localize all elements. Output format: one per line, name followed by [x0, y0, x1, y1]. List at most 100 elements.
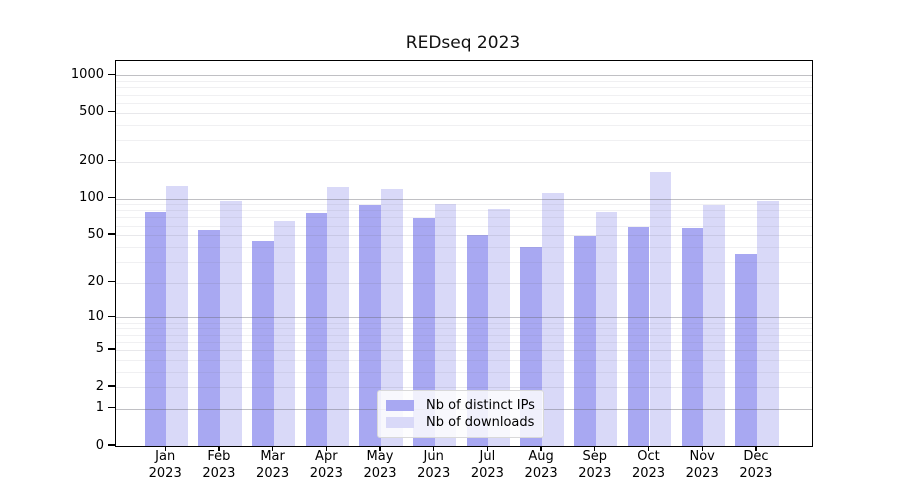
gridline-9 [116, 322, 812, 324]
x-tick-mark-jul [486, 446, 489, 451]
y-tick-mark-1 [108, 407, 115, 409]
gridline-40 [116, 246, 812, 248]
x-label-month: Feb [207, 449, 231, 464]
legend: Nb of distinct IPs Nb of downloads [377, 390, 544, 438]
bar-downloads-nov [703, 205, 725, 446]
gridline-500 [116, 112, 812, 114]
bar-downloads-apr [327, 186, 349, 446]
y-tick-mark-2 [108, 385, 115, 387]
x-label-year: 2023 [417, 465, 451, 481]
x-label-year: 2023 [578, 465, 612, 481]
x-tick-label-feb: Feb 2023 [187, 449, 251, 482]
x-tick-label-jul: Jul 2023 [455, 449, 519, 482]
gridline-5 [116, 349, 812, 351]
bar-downloads-jun [434, 203, 457, 446]
gridline-30 [116, 261, 812, 263]
x-label-year: 2023 [202, 465, 236, 481]
x-tick-label-mar: Mar 2023 [241, 449, 305, 482]
x-label-year: 2023 [309, 465, 343, 481]
y-tick-label-0: 0 [95, 437, 104, 453]
y-tick-label-20: 20 [87, 274, 104, 290]
bar-distinct-ips-oct [627, 227, 650, 446]
x-label-month: Jul [479, 449, 496, 464]
gridline-7 [116, 334, 812, 336]
y-tick-label-1: 1 [95, 400, 104, 416]
y-tick-label-50: 50 [87, 226, 104, 242]
bar-downloads-mar [273, 221, 296, 446]
x-tick-mark-feb [218, 446, 220, 451]
gridline-900 [116, 81, 812, 83]
gridline-8 [116, 328, 812, 330]
x-tick-mark-dec [755, 446, 757, 451]
x-tick-label-may: May 2023 [348, 449, 412, 482]
bar-downloads-jul [488, 209, 511, 446]
y-tick-label-10: 10 [87, 308, 104, 324]
x-label-year: 2023 [685, 465, 719, 481]
gridline-3 [116, 371, 812, 373]
x-tick-mark-sep [594, 446, 596, 451]
gridline-400 [116, 124, 812, 126]
gridline-2 [116, 387, 812, 389]
legend-row-downloads: Nb of downloads [386, 415, 543, 430]
x-label-month: Dec [743, 449, 769, 464]
x-label-year: 2023 [631, 465, 666, 481]
y-tick-mark-10 [108, 315, 115, 318]
x-tick-mark-jan [164, 446, 166, 451]
y-tick-label-200: 200 [79, 153, 104, 169]
x-tick-mark-aug [540, 446, 542, 451]
bar-distinct-ips-jan [144, 212, 167, 446]
y-tick-mark-0 [108, 444, 115, 446]
bar-downloads-aug [542, 193, 564, 446]
gridline-10 [116, 317, 812, 319]
x-tick-mark-jun [433, 446, 435, 451]
gridline-80 [116, 210, 812, 212]
x-tick-mark-may [379, 446, 381, 451]
y-tick-mark-1000 [108, 73, 115, 76]
y-tick-mark-20 [108, 281, 115, 283]
y-tick-label-2: 2 [95, 378, 104, 394]
gridline-70 [116, 217, 812, 219]
bar-downloads-may [381, 189, 403, 446]
y-tick-label-500: 500 [79, 104, 104, 120]
x-label-year: 2023 [256, 465, 290, 481]
bar-downloads-dec [756, 201, 779, 446]
x-label-year: 2023 [148, 465, 182, 481]
plot-area [115, 60, 813, 447]
gridline-200 [116, 161, 812, 163]
x-label-year: 2023 [470, 465, 504, 481]
x-tick-label-dec: Dec 2023 [724, 449, 788, 482]
x-tick-label-aug: Aug 2023 [509, 449, 573, 482]
y-tick-label-100: 100 [79, 190, 104, 205]
gridline-600 [116, 102, 812, 104]
bar-distinct-ips-apr [305, 213, 328, 446]
y-tick-label-1000: 1000 [70, 66, 104, 82]
bar-distinct-ips-nov [681, 228, 704, 446]
legend-swatch-downloads [386, 417, 414, 428]
x-tick-label-oct: Oct 2023 [617, 449, 681, 482]
legend-swatch-distinct-ips [386, 400, 414, 411]
y-tick-mark-500 [108, 110, 115, 113]
bar-distinct-ips-may [359, 204, 381, 446]
bar-downloads-feb [219, 200, 242, 446]
gridline-700 [116, 94, 812, 96]
x-tick-mark-nov [701, 446, 703, 451]
x-label-month: May [366, 449, 394, 464]
chart-title: REDseq 2023 [405, 33, 521, 53]
x-label-month: Aug [528, 449, 554, 464]
bar-distinct-ips-mar [251, 240, 274, 446]
y-tick-label-5: 5 [95, 341, 104, 357]
x-tick-label-jun: Jun 2023 [402, 449, 466, 482]
x-label-month: Jun [423, 449, 444, 464]
bar-downloads-sep [595, 211, 618, 446]
gridline-50 [116, 235, 812, 237]
gridline-300 [116, 139, 812, 141]
gridline-20 [116, 282, 812, 284]
legend-label-distinct-ips: Nb of distinct IPs [426, 398, 535, 413]
y-tick-mark-100 [108, 196, 115, 199]
legend-label-downloads: Nb of downloads [426, 415, 535, 430]
y-tick-mark-200 [108, 159, 115, 162]
x-tick-mark-apr [325, 446, 327, 451]
x-label-month: Apr [315, 449, 338, 464]
x-tick-label-apr: Apr 2023 [294, 449, 358, 482]
